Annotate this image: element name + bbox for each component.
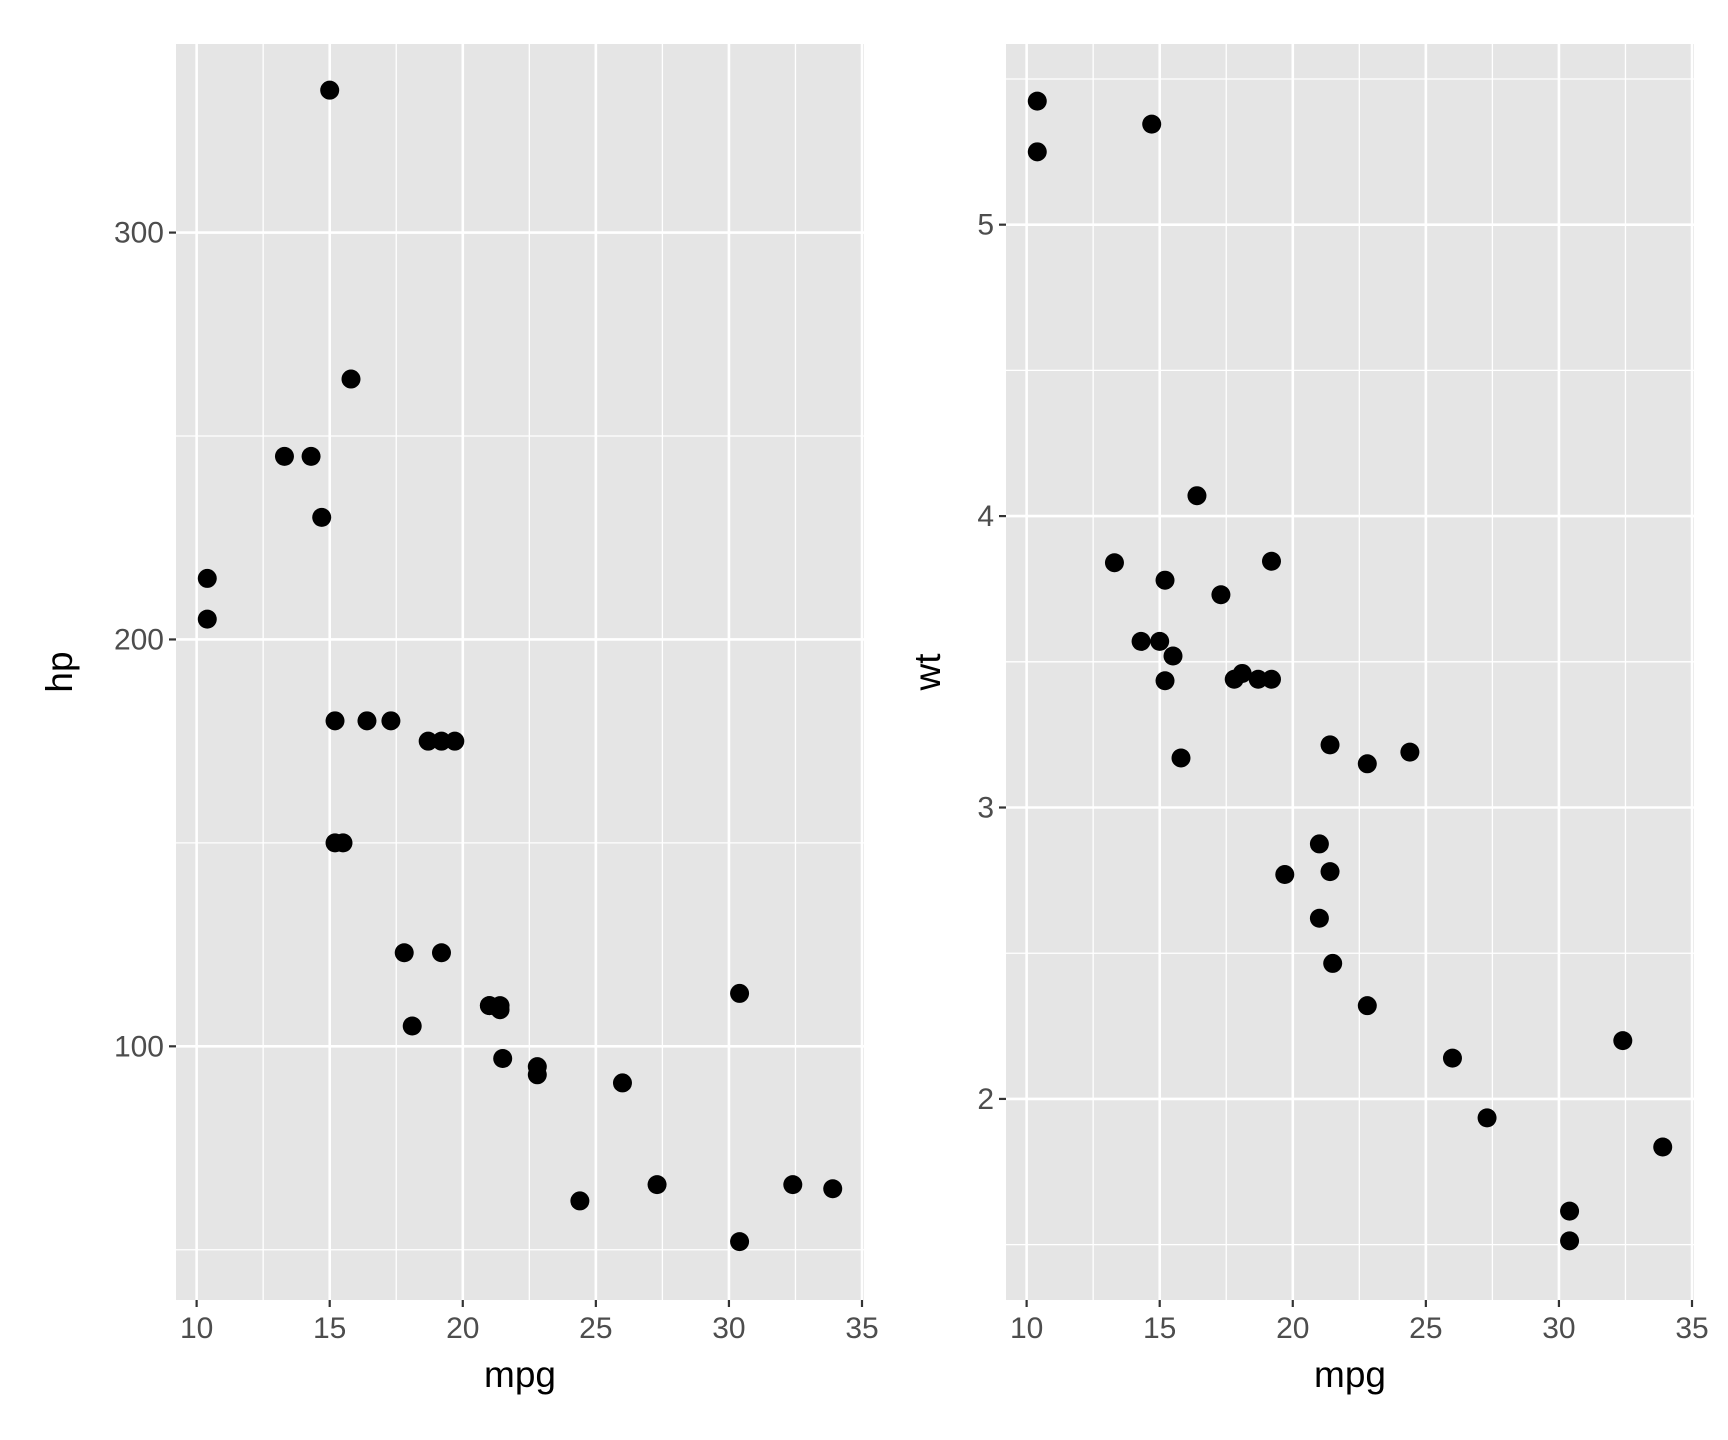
data-point [1261,669,1281,689]
data-point [1320,735,1340,755]
x-tick-label: 20 [446,1312,479,1345]
chart-panel-hp-vs-mpg: 10 15 20 25 30 35 100 200 300 mpg hp [39,44,879,1395]
chart-panel-wt-vs-mpg: 10 15 20 25 30 35 2 3 4 5 mpg wt [907,44,1709,1395]
data-point [1027,91,1047,111]
y-tick-label: 2 [977,1083,994,1116]
data-point [402,1016,422,1036]
plot-panel-background [1006,44,1694,1300]
data-point [1131,631,1151,651]
data-point [1275,865,1295,885]
data-point [1442,1048,1462,1068]
y-tick-label: 5 [977,209,994,242]
data-point [325,711,345,731]
data-point [431,943,451,963]
data-point [1211,585,1231,605]
data-point [341,369,361,389]
data-point [647,1175,667,1195]
x-tick-label: 10 [180,1312,213,1345]
data-point [1027,142,1047,162]
data-point [1653,1137,1673,1157]
x-tick-label: 25 [1409,1312,1442,1345]
data-point [730,983,750,1003]
data-point [1187,486,1207,506]
data-point [1171,748,1191,768]
data-point [1104,553,1124,573]
data-point [394,943,414,963]
y-tick-label: 3 [977,792,994,825]
data-point [1320,862,1340,882]
data-point [431,731,451,751]
data-point [493,1049,513,1069]
data-point [301,446,321,466]
data-point [1142,114,1162,134]
data-point [274,446,294,466]
data-point [357,711,377,731]
y-tick-label: 100 [114,1030,164,1063]
data-point [823,1179,843,1199]
x-tick-label: 30 [1542,1312,1575,1345]
data-point [527,1057,547,1077]
y-axis-title: wt [907,653,948,692]
y-tick-label: 300 [114,217,164,250]
data-point [1323,953,1343,973]
data-point [1357,996,1377,1016]
x-axis-title: mpg [484,1354,556,1395]
data-point [197,568,217,588]
y-tick-label: 200 [114,623,164,656]
data-point [1261,551,1281,571]
data-point [730,1232,750,1252]
x-axis-title: mpg [1314,1354,1386,1395]
data-point [490,1000,510,1020]
data-point [1248,669,1268,689]
data-point [1309,834,1329,854]
data-point [325,833,345,853]
data-point [1477,1108,1497,1128]
data-point [1155,570,1175,590]
data-point [1400,742,1420,762]
x-tick-label: 30 [712,1312,745,1345]
data-point [1357,754,1377,774]
x-tick-label: 35 [1675,1312,1708,1345]
data-point [1560,1201,1580,1221]
data-point [1150,631,1170,651]
data-point [312,507,332,527]
data-point [612,1073,632,1093]
data-point [1163,646,1183,666]
x-tick-label: 20 [1276,1312,1309,1345]
data-point [1560,1231,1580,1251]
data-point [381,711,401,731]
y-tick-label: 4 [977,500,994,533]
data-point [1309,908,1329,928]
data-point [320,80,340,100]
data-point [418,731,438,751]
x-tick-label: 10 [1010,1312,1043,1345]
data-point [197,609,217,629]
data-point [1155,671,1175,691]
y-axis-title: hp [39,651,80,692]
data-point [1613,1031,1633,1051]
x-tick-label: 35 [845,1312,878,1345]
plot-panel-background [176,44,864,1300]
data-point [1224,669,1244,689]
data-point [783,1175,803,1195]
data-point [570,1191,590,1211]
data-point [445,731,465,751]
x-tick-label: 25 [579,1312,612,1345]
x-tick-label: 15 [1143,1312,1176,1345]
x-tick-label: 15 [313,1312,346,1345]
